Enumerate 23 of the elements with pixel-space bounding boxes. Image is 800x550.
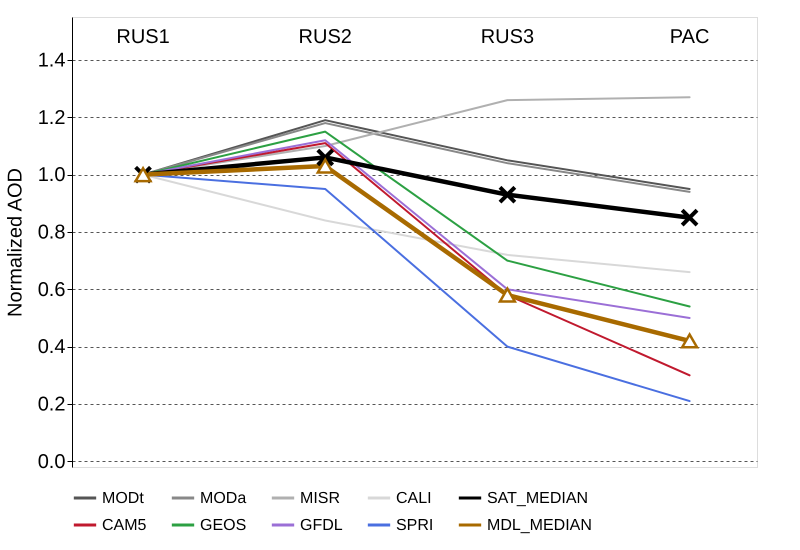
y-axis-title: Normalized AOD — [4, 168, 27, 317]
y-tick-label: 1.0 — [38, 164, 66, 186]
y-tick-label: 0.8 — [38, 221, 66, 244]
y-tick-label: 0.6 — [38, 278, 66, 301]
y-tick-label: 1.4 — [38, 49, 66, 72]
legend-label: SPRI — [396, 517, 434, 534]
x-tick-label: PAC — [670, 26, 710, 48]
y-tick-label: 1.2 — [38, 106, 66, 129]
x-tick-label: RUS1 — [116, 26, 170, 48]
legend-label: MODa — [200, 490, 246, 507]
legend-label: CALI — [396, 490, 432, 507]
legend-label: GFDL — [300, 517, 343, 534]
legend-label: CAM5 — [102, 517, 147, 534]
y-tick-label: 0.4 — [38, 336, 66, 358]
legend-label: GEOS — [200, 517, 246, 534]
y-tick-label: 0.0 — [38, 450, 66, 473]
y-tick-label: 0.2 — [38, 393, 66, 416]
x-tick-label: RUS3 — [480, 26, 534, 48]
x-tick-label: RUS2 — [298, 26, 352, 48]
legend-label: MISR — [300, 490, 340, 507]
legend-label: MODt — [102, 490, 144, 507]
legend-label: MDL_MEDIAN — [487, 517, 592, 534]
legend-label: SAT_MEDIAN — [487, 490, 588, 507]
